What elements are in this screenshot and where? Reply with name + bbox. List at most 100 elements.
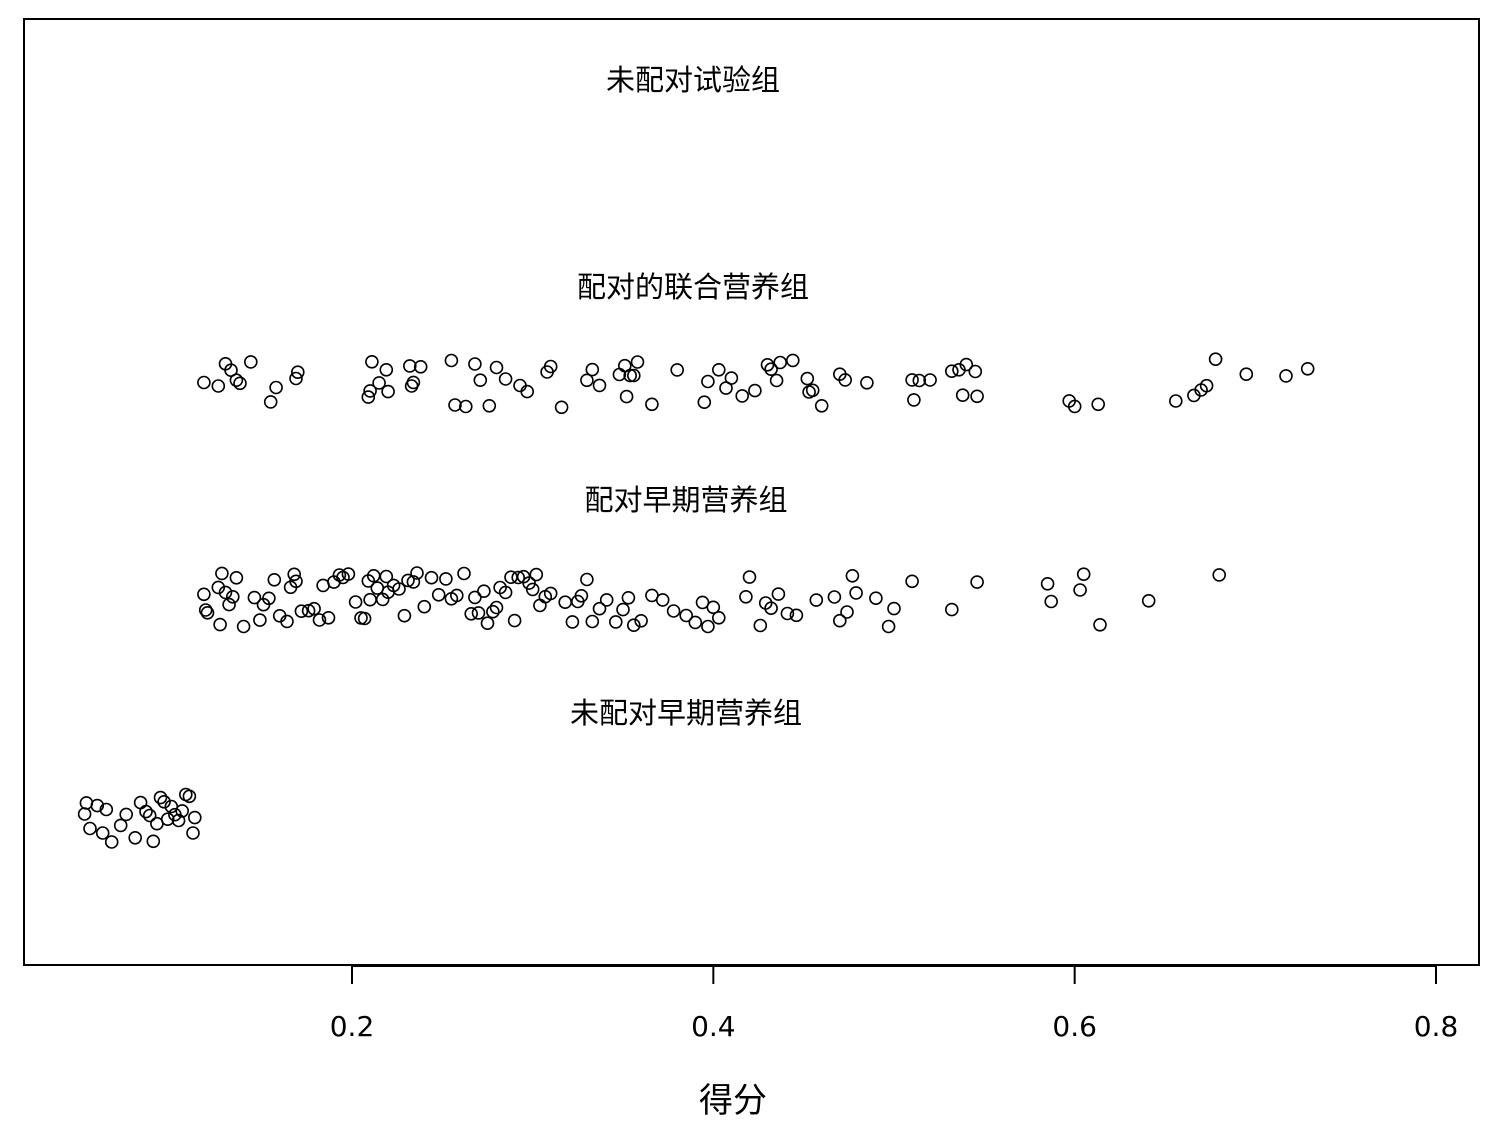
data-point: [1044, 594, 1058, 609]
x-tick-label: 0.6: [1052, 1010, 1097, 1043]
data-point: [832, 613, 847, 628]
data-point: [912, 373, 927, 388]
data-point: [1141, 593, 1156, 608]
data-point: [229, 570, 244, 585]
data-point: [585, 614, 600, 629]
data-point: [198, 603, 213, 617]
data-point: [944, 602, 959, 617]
data-point: [764, 362, 778, 377]
data-point: [735, 389, 750, 403]
data-point: [760, 357, 775, 372]
data-point: [1208, 352, 1223, 367]
data-point: [253, 613, 267, 627]
data-point: [321, 610, 336, 625]
data-point: [392, 582, 406, 596]
data-point: [406, 375, 421, 390]
data-point: [626, 368, 641, 383]
group-label-unmatched-early-nutrition: 未配对早期营养组: [570, 696, 802, 730]
data-point: [119, 807, 133, 822]
data-point: [128, 830, 142, 845]
data-point: [160, 812, 175, 827]
data-point: [113, 818, 128, 833]
data-point: [280, 614, 294, 629]
data-point: [449, 588, 464, 603]
data-point: [197, 587, 211, 602]
data-point: [215, 566, 229, 581]
data-point: [157, 794, 171, 809]
data-point: [773, 355, 788, 370]
data-point: [944, 364, 959, 379]
data-point: [95, 826, 110, 840]
data-point: [592, 378, 607, 393]
data-point: [543, 359, 558, 374]
data-point: [397, 608, 412, 623]
data-point: [410, 566, 424, 580]
data-point: [623, 368, 638, 383]
data-point: [621, 590, 636, 605]
data-point: [748, 383, 762, 398]
group-label-matched-early-nutrition: 配对早期营养组: [584, 483, 787, 517]
data-point: [1199, 378, 1214, 393]
data-point: [269, 380, 283, 395]
data-point: [171, 813, 186, 828]
data-point: [448, 398, 462, 412]
data-point: [574, 588, 589, 603]
data-point: [814, 398, 829, 413]
data-point: [379, 362, 394, 377]
data-point: [406, 575, 421, 589]
data-point: [679, 608, 694, 623]
data-point: [666, 604, 681, 618]
data-point: [599, 593, 614, 607]
data-point: [153, 790, 168, 805]
data-point: [554, 400, 569, 415]
data-point: [1067, 399, 1082, 414]
data-point: [489, 600, 504, 615]
data-point: [197, 375, 211, 390]
x-tick-label: 0.2: [330, 1010, 375, 1043]
data-point: [99, 802, 114, 817]
data-point: [468, 590, 482, 605]
data-point: [608, 615, 623, 629]
data-point: [670, 363, 685, 377]
data-point: [301, 603, 316, 618]
data-point: [142, 808, 157, 823]
data-point: [525, 582, 540, 597]
x-axis: 0.2 0.4 0.6 0.8: [330, 965, 1459, 1043]
data-point: [83, 821, 97, 836]
data-point: [489, 360, 504, 375]
data-point: [486, 604, 500, 619]
group-label-matched-combined-nutrition: 配对的联合营养组: [577, 270, 809, 304]
data-point: [473, 373, 488, 388]
data-point: [1093, 617, 1107, 632]
data-point: [357, 611, 372, 626]
data-point: [498, 372, 513, 386]
x-tick-label: 0.4: [691, 1010, 736, 1043]
data-point: [634, 613, 648, 628]
data-point: [626, 618, 641, 633]
data-point: [226, 589, 240, 604]
data-point: [186, 826, 200, 840]
data-point: [849, 586, 863, 600]
data-point: [1212, 568, 1226, 582]
group-label-unmatched-trial: 未配对试验组: [606, 63, 780, 97]
x-tick-label: 0.8: [1414, 1010, 1459, 1043]
data-point: [845, 568, 860, 583]
data-point: [401, 573, 415, 588]
data-point: [90, 798, 105, 813]
data-point: [417, 599, 432, 614]
data-point: [785, 353, 800, 368]
data-point: [236, 619, 251, 634]
data-point: [1239, 367, 1254, 382]
data-point: [580, 572, 594, 587]
data-point: [175, 804, 189, 818]
data-point: [211, 580, 226, 595]
data-point: [905, 373, 919, 387]
data-point: [348, 595, 363, 609]
data-point: [263, 395, 278, 409]
data-point: [200, 605, 215, 620]
data-point: [1073, 583, 1087, 597]
data-point: [923, 373, 937, 387]
data-point: [585, 362, 600, 377]
data-point: [211, 379, 226, 393]
data-point: [1091, 397, 1105, 412]
